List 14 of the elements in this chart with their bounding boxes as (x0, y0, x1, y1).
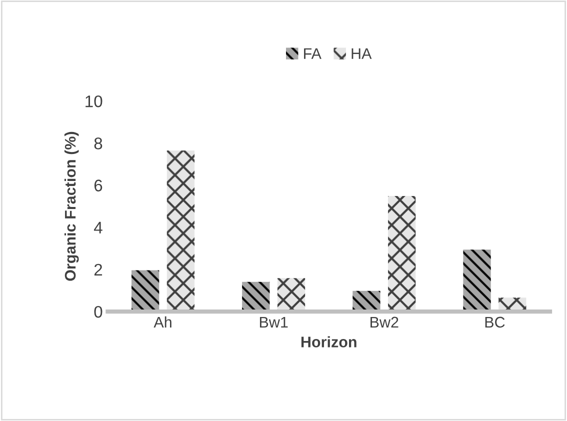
x-axis-title: Horizon (301, 336, 356, 348)
y-axis-title: Organic Fraction (%) (64, 132, 79, 281)
y-tick-label: 0 (94, 306, 102, 318)
legend-label: FA (304, 48, 322, 59)
x-tick-label: BC (485, 316, 505, 328)
y-tick-label: 8 (94, 138, 102, 150)
legend-label: HA (352, 48, 372, 59)
y-tick-label: 2 (94, 264, 102, 276)
x-tick-label: Bw2 (370, 316, 398, 328)
x-tick-label: Bw1 (260, 316, 288, 328)
y-tick-label: 4 (94, 222, 102, 234)
y-tick-label: 6 (94, 180, 102, 192)
x-tick-label: Ah (154, 316, 172, 328)
y-tick-label: 10 (86, 95, 102, 108)
